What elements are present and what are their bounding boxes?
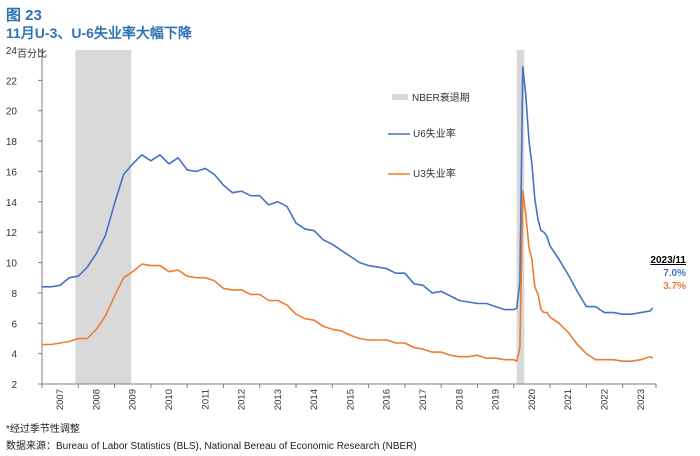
x-tick-label: 2014 bbox=[309, 389, 320, 410]
x-tick-label: 2010 bbox=[164, 389, 175, 410]
y-tick-label: 12 bbox=[6, 228, 18, 239]
figure-label: 图 23 bbox=[6, 7, 42, 24]
source-note: 数据来源：Bureau of Labor Statistics (BLS), N… bbox=[6, 441, 417, 452]
y-axis-label: 百分比 bbox=[17, 48, 47, 60]
x-tick-label: 2013 bbox=[273, 389, 284, 410]
x-tick-label: 2012 bbox=[237, 389, 248, 410]
u6-series-line bbox=[42, 65, 654, 316]
y-tick-label: 24 bbox=[6, 46, 18, 57]
y-tick-label: 8 bbox=[11, 289, 17, 300]
legend-swatch-recession bbox=[392, 94, 408, 100]
x-tick-label: 2022 bbox=[599, 389, 610, 410]
legend-label-recession: NBER衰退期 bbox=[412, 91, 470, 104]
x-tick-label: 2015 bbox=[345, 389, 356, 410]
footnote: *经过季节性调整 bbox=[6, 424, 80, 435]
y-tick-label: 20 bbox=[6, 107, 18, 118]
y-tick-label: 2 bbox=[11, 380, 17, 391]
x-tick-label: 2023 bbox=[636, 389, 647, 410]
x-tick-label: 2019 bbox=[491, 389, 502, 410]
x-tick-label: 2018 bbox=[454, 389, 465, 410]
chart-title: 11月U-3、U-6失业率大幅下降 bbox=[6, 25, 192, 41]
annotation-u3-value: 3.7% bbox=[663, 281, 686, 292]
x-tick-label: 2020 bbox=[527, 389, 538, 410]
annotation-u6-value: 7.0% bbox=[663, 268, 686, 279]
x-tick-label: 2017 bbox=[418, 389, 429, 410]
y-tick-label: 10 bbox=[6, 259, 18, 270]
u3-series-line bbox=[42, 190, 654, 363]
x-tick-label: 2008 bbox=[91, 389, 102, 410]
y-tick-label: 22 bbox=[6, 76, 18, 87]
legend-label-u6: U6失业率 bbox=[413, 127, 456, 140]
x-tick-label: 2007 bbox=[55, 389, 66, 410]
x-tick-label: 2011 bbox=[200, 389, 211, 409]
x-tick-label: 2021 bbox=[563, 389, 574, 410]
legend-label-u3: U3失业率 bbox=[413, 167, 456, 180]
recession-band-1 bbox=[75, 50, 132, 384]
y-tick-label: 16 bbox=[6, 167, 18, 178]
y-tick-label: 14 bbox=[6, 198, 18, 209]
y-tick-label: 6 bbox=[11, 319, 17, 330]
y-tick-label: 4 bbox=[11, 350, 17, 361]
x-tick-label: 2009 bbox=[128, 389, 139, 410]
x-tick-label: 2016 bbox=[382, 389, 393, 410]
y-tick-label: 18 bbox=[6, 137, 18, 148]
annotation-date: 2023/11 bbox=[650, 255, 686, 266]
